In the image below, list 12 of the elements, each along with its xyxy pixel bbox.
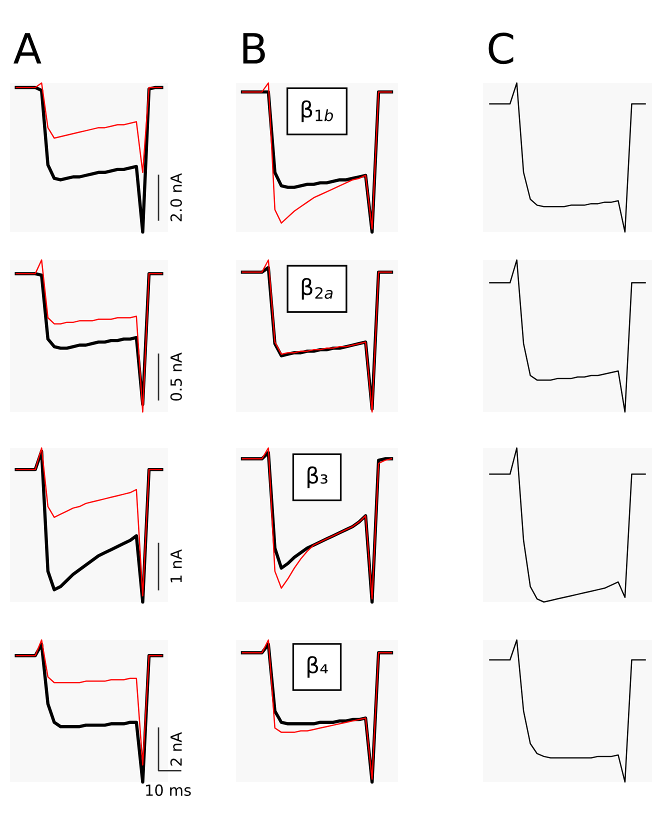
chart-title: A [13, 33, 42, 64]
text: 0.5 nA [170, 352, 182, 401]
text: 2.0 nA [170, 173, 182, 222]
text: 2 nA [170, 732, 182, 766]
text: 10 ms [146, 784, 191, 796]
chart-title: B [243, 33, 265, 64]
chart-title: C [488, 32, 514, 64]
annotation: β$_{2a}$ [302, 278, 333, 300]
annotation: β$_{1b}$ [302, 100, 333, 122]
text: 1 nA [170, 549, 182, 582]
annotation: β₃ [308, 466, 328, 488]
annotation: β₄ [308, 656, 328, 678]
